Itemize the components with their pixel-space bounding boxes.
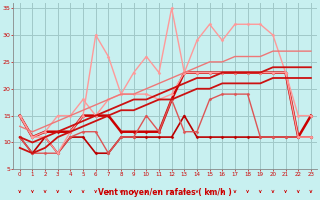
X-axis label: Vent moyen/en rafales ( km/h ): Vent moyen/en rafales ( km/h ) <box>99 188 232 197</box>
